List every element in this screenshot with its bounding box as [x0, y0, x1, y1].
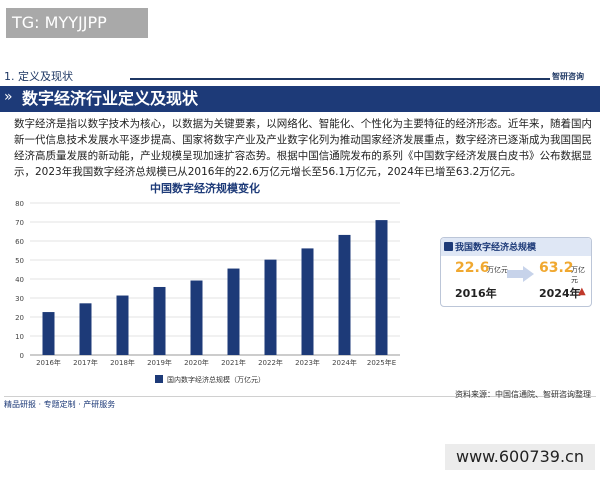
- y-tick-label: 80: [15, 200, 24, 208]
- y-tick-label: 20: [15, 314, 24, 322]
- start-unit: 万亿元: [487, 266, 508, 274]
- growth-arrow-icon: [507, 266, 534, 282]
- x-tick-label: 2016年: [36, 358, 61, 367]
- page-title-band: » 数字经济行业定义及现状: [0, 86, 600, 112]
- chart-title: 中国数字经济规模变化: [150, 182, 260, 195]
- chevron-right-icon: »: [4, 89, 13, 105]
- chart-icon: [444, 242, 453, 251]
- url-watermark-label: www.600739.cn: [445, 444, 595, 470]
- tg-watermark-label: TG: MYYJJPP: [6, 8, 148, 38]
- bar: [375, 220, 388, 355]
- x-tick-label: 2018年: [110, 358, 135, 367]
- section-divider: [130, 78, 550, 80]
- x-tick-label: 2022年: [258, 358, 283, 367]
- x-tick-label: 2019年: [147, 358, 172, 367]
- summary-card-header: 我国数字经济总规模: [441, 238, 591, 256]
- y-tick-label: 70: [15, 219, 24, 227]
- x-tick-label: 2025年E: [367, 358, 396, 367]
- legend-label: 国内数字经济总规模（万亿元）: [167, 375, 265, 384]
- footer-divider: [4, 396, 596, 397]
- up-arrow-icon: ▲: [578, 286, 586, 297]
- y-tick-label: 0: [20, 352, 24, 360]
- section-header: 1. 定义及现状 智研咨询: [0, 70, 600, 84]
- bar: [42, 312, 55, 355]
- bar: [190, 280, 203, 355]
- bar: [153, 286, 166, 355]
- y-tick-label: 50: [15, 257, 24, 265]
- footer-tagline: 精品研报 · 专题定制 · 产研服务: [4, 400, 116, 409]
- summary-card-title: 我国数字经济总规模: [455, 243, 537, 253]
- page-title: 数字经济行业定义及现状: [22, 89, 199, 108]
- y-tick-label: 10: [15, 333, 24, 341]
- x-tick-labels: 2016年 2017年 2018年 2019年 2020年 2021年 2022年 2023年…: [36, 358, 396, 367]
- start-year: 2016年: [455, 287, 497, 300]
- bar: [79, 303, 92, 355]
- y-tick-label: 30: [15, 295, 24, 303]
- x-tick-label: 2020年: [184, 358, 209, 367]
- bar: [227, 268, 240, 355]
- end-unit: 万亿元: [571, 266, 585, 284]
- y-tick-label: 40: [15, 276, 24, 284]
- source-note: 资料来源：中国信通院、智研咨询整理: [455, 390, 591, 399]
- chart-grid: [30, 202, 400, 356]
- x-tick-label: 2024年: [332, 358, 357, 367]
- summary-card: 我国数字经济总规模 22.6 万亿元 63.2 万亿元 2016年 2024年 …: [440, 237, 592, 307]
- brand-logo: 智研咨询: [552, 72, 584, 81]
- y-tick-labels: 0 10 20 30 40 50 60 70 80: [15, 200, 24, 360]
- bar: [301, 248, 314, 355]
- bar: [264, 259, 277, 355]
- end-value: 63.2: [539, 260, 574, 276]
- end-year: 2024年: [539, 287, 581, 300]
- legend-swatch: [155, 375, 163, 383]
- x-tick-label: 2021年: [221, 358, 246, 367]
- start-value: 22.6: [455, 260, 490, 276]
- x-tick-label: 2017年: [73, 358, 98, 367]
- bar: [338, 234, 351, 355]
- section-label: 1. 定义及现状: [4, 70, 73, 83]
- x-tick-label: 2023年: [295, 358, 320, 367]
- y-tick-label: 60: [15, 238, 24, 246]
- intro-paragraph: 数字经济是指以数字技术为核心，以数据为关键要素，以网络化、智能化、个性化为主要特…: [14, 118, 592, 178]
- chart-legend: 国内数字经济总规模（万亿元）: [155, 375, 265, 384]
- bar: [116, 295, 129, 355]
- chart-bars: [42, 220, 388, 355]
